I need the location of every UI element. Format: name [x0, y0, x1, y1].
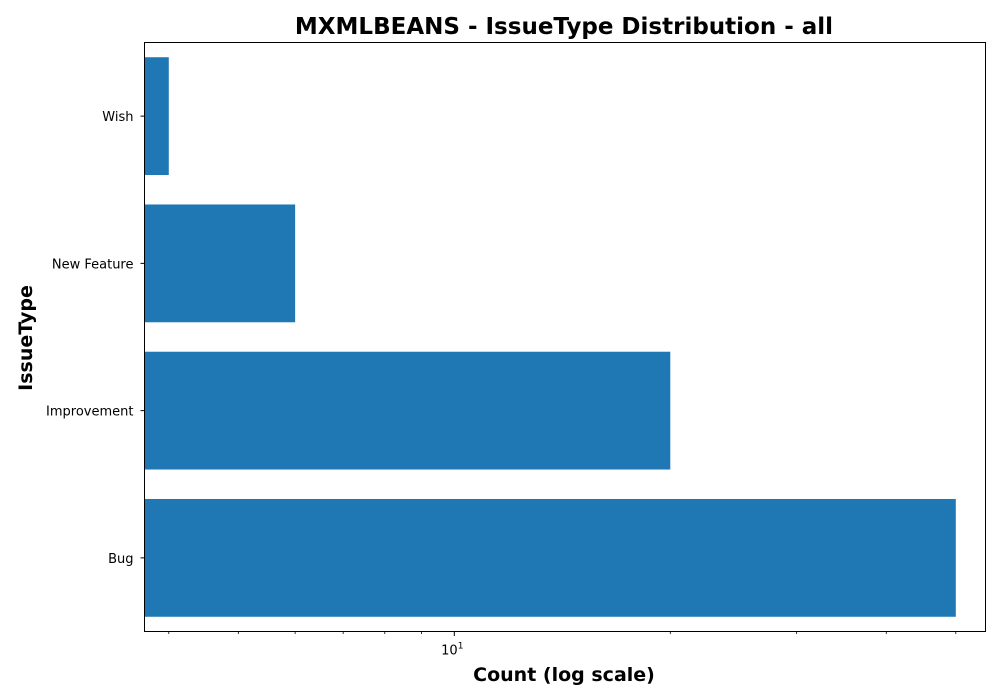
- y-axis-label: IssueType: [15, 285, 37, 391]
- bar-wish: [144, 57, 169, 176]
- y-tick-label: New Feature: [52, 257, 134, 272]
- y-tick-label: Bug: [108, 552, 133, 567]
- y-ticks-group: Bug Improvement New Feature Wish: [46, 110, 145, 567]
- y-tick-label: Improvement: [46, 405, 133, 420]
- bars-group: [144, 57, 956, 617]
- x-axis-label: Count (log scale): [473, 664, 655, 686]
- chart-title: MXMLBEANS - IssueType Distribution - all: [295, 14, 833, 40]
- plot-frame: [144, 42, 986, 632]
- x-tick-label: 101: [441, 642, 463, 659]
- bar-new-feature: [144, 204, 296, 323]
- bar-bug: [144, 498, 956, 617]
- bar-improvement: [144, 351, 671, 470]
- x-ticks-group: 101: [168, 631, 957, 659]
- y-tick-label: Wish: [102, 110, 133, 125]
